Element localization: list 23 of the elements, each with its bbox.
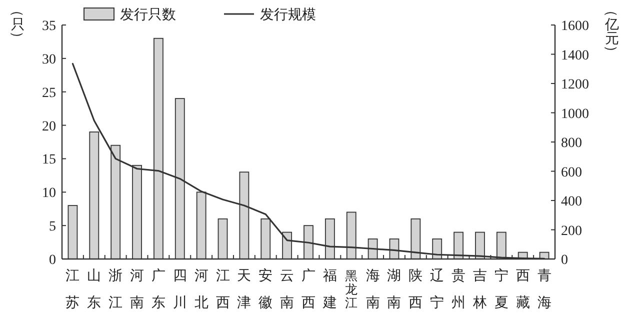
legend-发行只数: 发行只数 [84,8,176,23]
y-tick-label: 30 [42,52,56,68]
y2-tick-label: 1000 [561,106,589,122]
y-tick-label: 0 [49,253,56,268]
legend-label: 发行只数 [120,7,176,23]
legend-发行规模: 发行规模 [224,8,316,23]
y2-tick-label: 1200 [561,78,589,92]
y2-tick-label: 600 [561,165,582,180]
y-tick-label: 15 [42,152,56,168]
y-tick-label: 35 [42,19,56,34]
y2-tick-label: 1600 [561,19,589,34]
y2-tick-label: 800 [561,136,582,151]
y2label: （亿元） [603,3,619,59]
y-tick-label: 20 [42,119,56,134]
ylabel: （只） [9,3,25,45]
y-tick-label: 10 [42,186,56,202]
legend-label: 发行规模 [260,7,316,23]
y2-tick-label: 200 [561,224,582,239]
y-tick-label: 25 [42,86,56,101]
y2-tick-label: 400 [561,194,582,210]
y-tick-label: 5 [49,220,56,235]
y2-tick-label: 1400 [561,48,589,64]
y2-tick-label: 0 [561,253,568,268]
